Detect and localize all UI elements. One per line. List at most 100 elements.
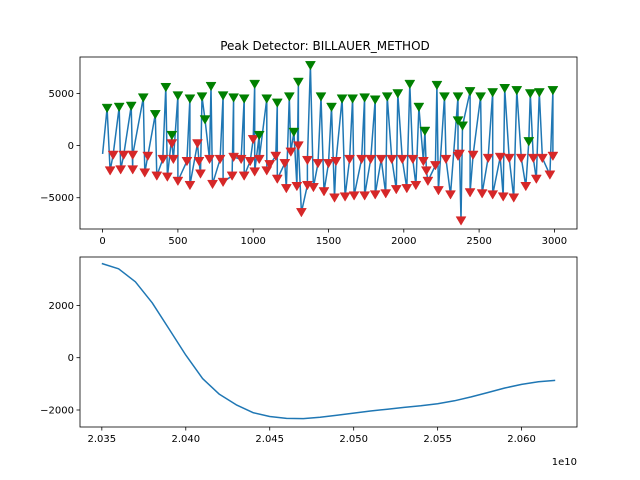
trough-marker (271, 174, 283, 184)
peak-marker (288, 127, 300, 138)
trough-marker (192, 139, 203, 149)
trough-marker (530, 174, 542, 184)
peak-marker (381, 92, 393, 102)
trough-marker (429, 161, 441, 171)
trough-marker (261, 166, 273, 176)
y-tick-label: 0 (68, 141, 74, 152)
trough-marker (184, 180, 196, 191)
trough-marker (476, 189, 488, 199)
trough-marker (280, 184, 292, 194)
trough-marker (214, 154, 226, 165)
peak-marker (304, 61, 316, 71)
trough-marker (264, 160, 276, 170)
peak-marker (452, 92, 464, 102)
trough-marker (107, 150, 119, 160)
trough-marker (527, 153, 539, 164)
trough-marker (401, 184, 413, 194)
trough-marker (417, 156, 429, 167)
peak-marker (547, 86, 559, 96)
trough-marker (161, 172, 173, 182)
peak-marker (292, 77, 304, 88)
peak-marker (475, 92, 487, 102)
trough-marker (420, 166, 432, 176)
peak-marker (205, 81, 217, 92)
peak-marker (369, 95, 381, 105)
trough-marker (195, 169, 206, 179)
trough-marker (464, 188, 476, 198)
trough-marker (339, 192, 351, 202)
peak-marker (160, 82, 172, 93)
trough-marker (247, 135, 259, 145)
trough-marker (235, 154, 247, 165)
y-tick-label: −2000 (40, 406, 74, 417)
peak-marker (347, 94, 359, 104)
peak-marker (533, 88, 545, 98)
peak-marker (261, 94, 273, 104)
trough-marker (344, 154, 356, 165)
peak-marker (166, 130, 178, 141)
trough-marker (181, 156, 193, 167)
trough-marker (544, 170, 556, 180)
peak-marker (283, 92, 295, 102)
axes-frame (79, 256, 578, 428)
trough-marker (547, 151, 559, 162)
trough-marker (407, 154, 419, 165)
trough-marker (396, 154, 408, 165)
trough-marker (291, 182, 303, 192)
x-tick-label: 1500 (316, 236, 341, 247)
trough-marker (365, 154, 377, 165)
trough-marker (172, 176, 184, 187)
peak-marker (113, 102, 125, 113)
x-tick-label: 0 (99, 236, 105, 247)
chart-title: Peak Detector: BILLAUER_METHOD (220, 39, 430, 53)
peak-marker (315, 92, 327, 102)
trough-marker (520, 182, 532, 192)
y-tick-label: −5000 (40, 193, 74, 204)
trough-marker (115, 165, 127, 175)
trough-marker (244, 156, 256, 167)
trough-marker (508, 193, 520, 203)
x-tick-label: 2.040 (171, 434, 200, 445)
trough-marker (536, 153, 548, 164)
peak-marker (457, 121, 468, 131)
trough-marker (487, 190, 499, 200)
peak-marker (249, 79, 261, 90)
trough-marker (375, 154, 387, 165)
peak-marker (499, 84, 511, 94)
trough-marker (253, 154, 265, 165)
peak-marker (196, 92, 208, 102)
trough-marker (312, 159, 324, 169)
trough-marker (139, 168, 151, 178)
trough-marker (356, 154, 368, 165)
trough-marker (359, 191, 371, 201)
x-tick-label: 2000 (391, 236, 416, 247)
peak-marker (125, 101, 137, 111)
trough-marker (330, 156, 342, 167)
peak-marker (419, 126, 431, 137)
x-tick-label: 2.050 (339, 434, 368, 445)
peak-marker (253, 130, 265, 141)
trough-marker (503, 153, 515, 164)
y-tick-label: 0 (68, 353, 74, 364)
trough-marker (104, 166, 116, 176)
trough-marker (166, 139, 178, 149)
trough-marker (440, 154, 452, 165)
trough-marker (329, 193, 340, 203)
peak-marker (228, 93, 240, 103)
peak-marker (137, 93, 149, 103)
trough-marker (454, 149, 465, 159)
peak-marker (392, 89, 404, 99)
x-tick-label: 2.060 (507, 434, 536, 445)
peak-marker (149, 110, 161, 120)
x-tick-label: 2.055 (423, 434, 452, 445)
x-tick-label: 1000 (240, 236, 265, 247)
peak-marker (404, 79, 416, 90)
trough-marker (348, 191, 360, 201)
peak-marker (271, 98, 283, 108)
top-axes: 0 500 1000 1500 2000 2500 3000 −5000 0 5000 (40, 56, 578, 247)
series-line (101, 64, 556, 222)
peak-marker (184, 94, 196, 104)
peak-marker (523, 137, 535, 147)
trough-marker (390, 185, 402, 195)
